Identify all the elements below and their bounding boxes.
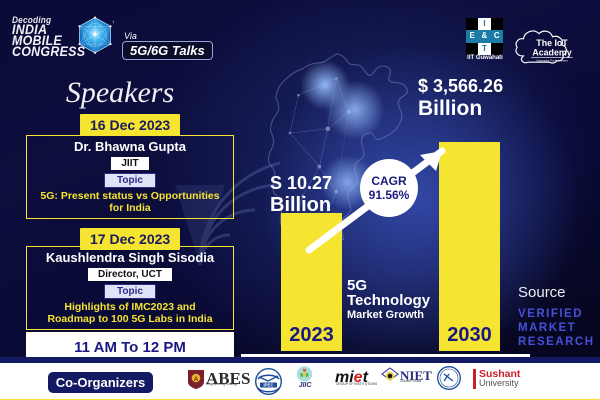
svg-text:IPEC: IPEC [263,383,273,388]
svg-text:TM: TM [112,21,114,25]
svg-text:A: A [194,377,199,383]
svg-text:Generating The Awareness: Generating The Awareness [536,59,568,63]
svg-text:Academy: Academy [532,47,571,57]
svg-text:The IoT: The IoT [536,38,568,48]
